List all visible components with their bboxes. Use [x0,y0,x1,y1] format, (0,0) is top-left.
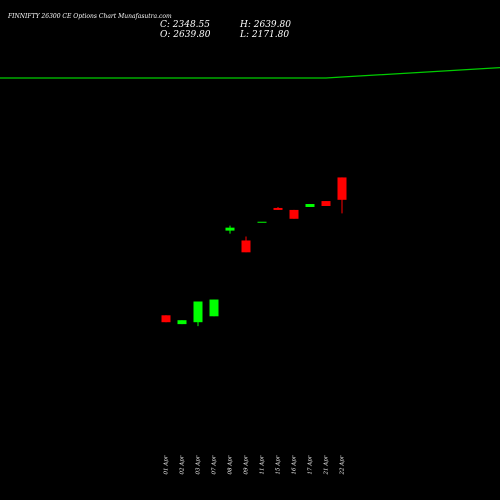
x-tick-label: 16 Apr [292,455,298,474]
x-tick-label: 11 Apr [260,455,266,474]
x-tick-label: 15 Apr [276,455,282,474]
x-tick-label: 17 Apr [308,455,314,474]
close-label: C: 2348.55 [160,20,210,30]
high-label: H: 2639.80 [239,20,291,30]
open-label: O: 2639.80 [160,30,211,40]
line-series [0,67,500,79]
candle-body [289,209,299,219]
candle-body [241,240,251,253]
x-tick-label: 07 Apr [212,455,218,474]
x-tick-label: 02 Apr [180,455,186,474]
x-tick-label: 08 Apr [228,455,234,474]
low-label: L: 2171.80 [239,30,289,40]
candle-body [161,315,171,323]
chart-title: FINNIFTY 26300 CE Options Chart Munafasu… [7,13,172,20]
candle-body [321,201,331,206]
candle-body [177,320,187,325]
candle-body [193,301,203,323]
candle-body [257,221,267,223]
x-tick-label: 21 Apr [324,455,330,475]
x-tick-label: 03 Apr [196,455,202,474]
candle-body [225,227,235,231]
candle-body [305,204,315,207]
candle-body [273,207,283,210]
x-tick-label: 22 Apr [340,455,346,475]
x-tick-label: 01 Apr [164,455,170,474]
x-tick-label: 09 Apr [244,455,250,474]
candle-body [209,299,219,317]
candle-body [337,177,347,200]
